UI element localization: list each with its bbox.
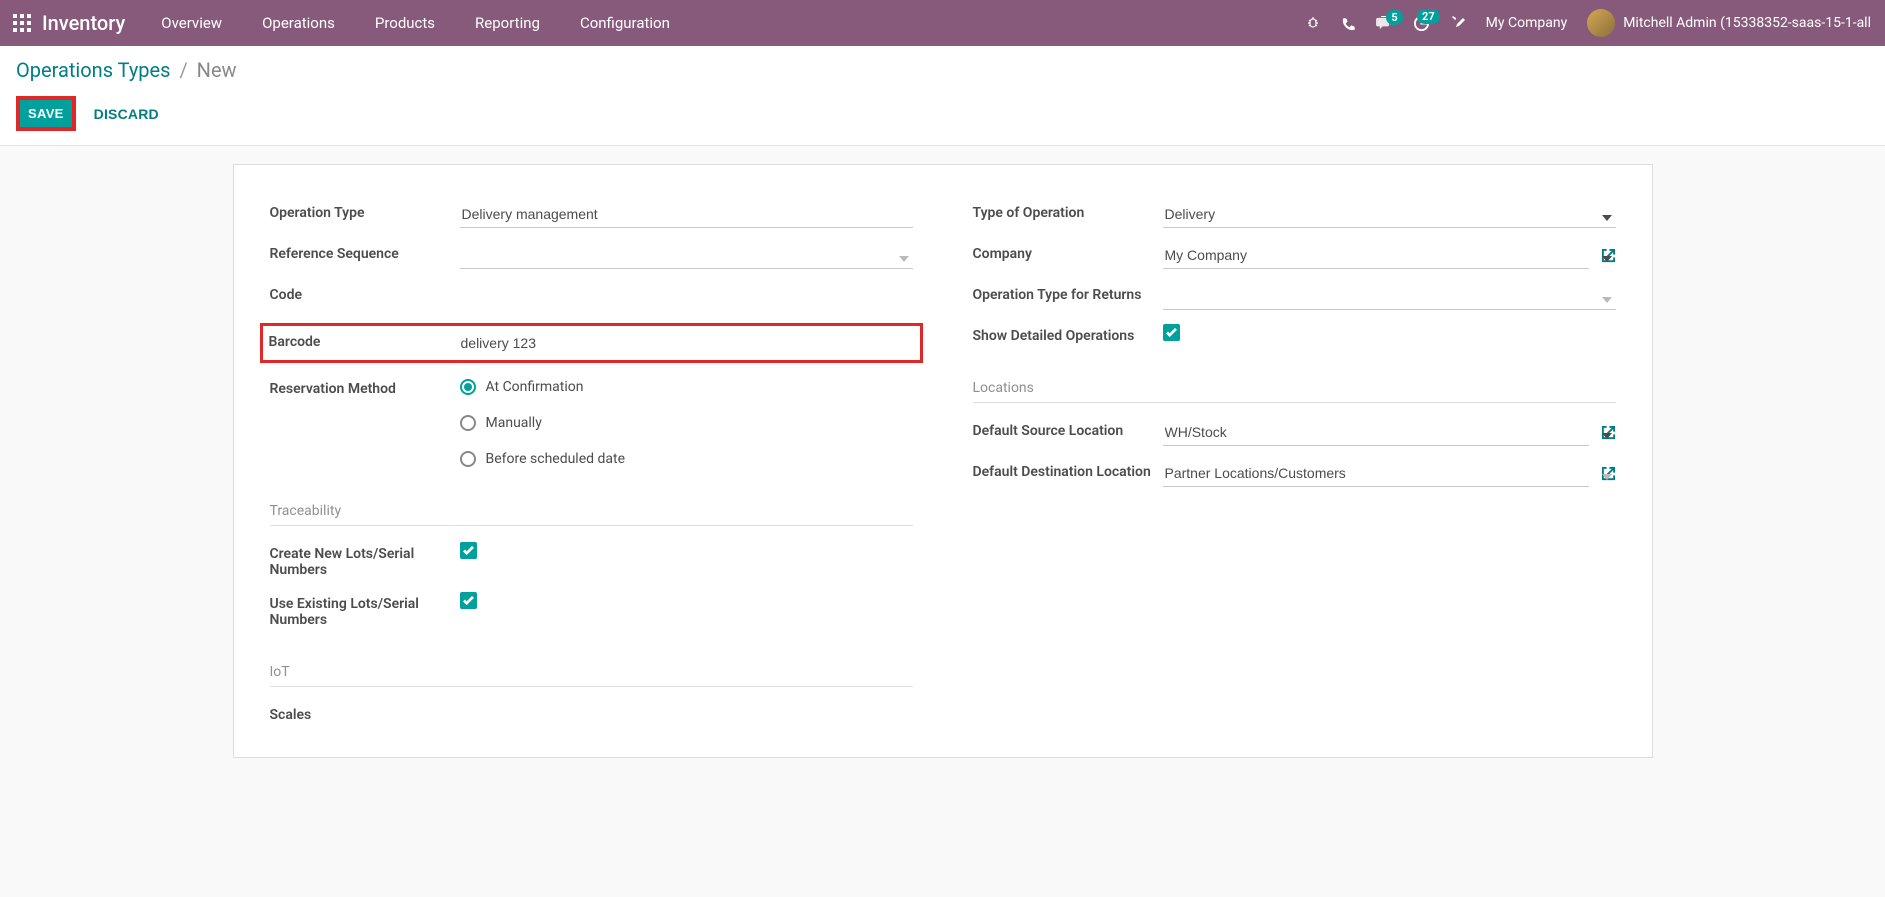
- checkbox-use-lots[interactable]: [460, 592, 477, 609]
- breadcrumb-sep: /: [179, 58, 187, 82]
- activities-badge: 27: [1417, 9, 1440, 24]
- nav-configuration[interactable]: Configuration: [562, 2, 688, 44]
- systray: 5 27 My Company Mitchell Admin (15338352…: [1305, 9, 1877, 37]
- user-name: Mitchell Admin (15338352-saas-15-1-all: [1623, 15, 1871, 31]
- input-barcode[interactable]: [459, 330, 914, 356]
- nav-reporting[interactable]: Reporting: [457, 2, 558, 44]
- form-sheet: Operation Type Reference Sequence Code: [233, 164, 1653, 758]
- select-default-source[interactable]: [1163, 419, 1589, 446]
- nav-overview[interactable]: Overview: [143, 2, 240, 44]
- form-right-column: Type of Operation Company Operati: [973, 201, 1616, 737]
- external-link-icon[interactable]: [1601, 425, 1616, 440]
- label-barcode: Barcode: [269, 330, 449, 350]
- apps-icon[interactable]: [8, 14, 36, 32]
- row-default-source: Default Source Location: [973, 419, 1616, 446]
- breadcrumb-current: New: [197, 58, 237, 82]
- row-type-of-operation: Type of Operation: [973, 201, 1616, 228]
- row-code: Code: [270, 283, 913, 309]
- cp-buttons: SAVE DISCARD: [16, 96, 1869, 131]
- label-create-lots: Create New Lots/Serial Numbers: [270, 542, 450, 578]
- row-barcode: Barcode: [260, 323, 923, 363]
- messages-icon[interactable]: 5: [1376, 16, 1393, 31]
- section-traceability: Traceability: [270, 503, 913, 526]
- select-company[interactable]: [1163, 242, 1589, 269]
- external-link-icon[interactable]: [1601, 248, 1616, 263]
- radio-circle-icon: [460, 451, 476, 467]
- label-code: Code: [270, 283, 450, 303]
- label-company: Company: [973, 242, 1153, 262]
- breadcrumb-link[interactable]: Operations Types: [16, 58, 170, 82]
- radio-label: Manually: [486, 415, 542, 431]
- radio-circle-icon: [460, 415, 476, 431]
- label-type-of-operation: Type of Operation: [973, 201, 1153, 221]
- control-panel: Operations Types / New SAVE DISCARD: [0, 46, 1885, 146]
- row-scales: Scales: [270, 703, 913, 723]
- section-locations: Locations: [973, 380, 1616, 403]
- label-default-source: Default Source Location: [973, 419, 1153, 439]
- radio-before-scheduled[interactable]: Before scheduled date: [460, 451, 913, 467]
- discard-button[interactable]: DISCARD: [94, 106, 159, 122]
- checkbox-create-lots[interactable]: [460, 542, 477, 559]
- row-show-detailed: Show Detailed Operations: [973, 324, 1616, 344]
- nav-menu: Overview Operations Products Reporting C…: [143, 2, 688, 44]
- app-brand[interactable]: Inventory: [36, 11, 143, 35]
- radio-label: At Confirmation: [486, 379, 584, 395]
- input-reference-sequence[interactable]: [460, 242, 913, 269]
- nav-operations[interactable]: Operations: [244, 2, 353, 44]
- tools-icon[interactable]: [1450, 15, 1466, 31]
- label-show-detailed: Show Detailed Operations: [973, 324, 1153, 344]
- label-use-lots: Use Existing Lots/Serial Numbers: [270, 592, 450, 628]
- row-op-type-returns: Operation Type for Returns: [973, 283, 1616, 310]
- label-scales: Scales: [270, 703, 450, 723]
- row-reservation-method: Reservation Method At Confirmation Manua…: [270, 377, 913, 467]
- form-left-column: Operation Type Reference Sequence Code: [270, 201, 913, 737]
- label-reservation-method: Reservation Method: [270, 377, 450, 397]
- row-default-dest: Default Destination Location: [973, 460, 1616, 487]
- radio-at-confirmation[interactable]: At Confirmation: [460, 379, 913, 395]
- input-code[interactable]: [460, 283, 913, 309]
- select-type-of-operation[interactable]: [1163, 201, 1616, 228]
- messages-badge: 5: [1386, 10, 1402, 25]
- phone-icon[interactable]: [1341, 16, 1356, 31]
- debug-icon[interactable]: [1305, 15, 1321, 31]
- external-link-icon[interactable]: [1601, 466, 1616, 481]
- label-reference-sequence: Reference Sequence: [270, 242, 450, 262]
- checkbox-show-detailed[interactable]: [1163, 324, 1180, 341]
- main-navbar: Inventory Overview Operations Products R…: [0, 0, 1885, 46]
- save-button[interactable]: SAVE: [16, 96, 76, 131]
- user-menu[interactable]: Mitchell Admin (15338352-saas-15-1-all: [1587, 9, 1871, 37]
- label-operation-type: Operation Type: [270, 201, 450, 221]
- row-operation-type: Operation Type: [270, 201, 913, 228]
- row-company: Company: [973, 242, 1616, 269]
- row-use-lots: Use Existing Lots/Serial Numbers: [270, 592, 913, 628]
- activities-icon[interactable]: 27: [1413, 15, 1430, 32]
- radio-manually[interactable]: Manually: [460, 415, 913, 431]
- section-iot: IoT: [270, 664, 913, 687]
- nav-products[interactable]: Products: [357, 2, 453, 44]
- input-operation-type[interactable]: [460, 201, 913, 228]
- radio-label: Before scheduled date: [486, 451, 626, 467]
- form-container: Operation Type Reference Sequence Code: [0, 146, 1885, 798]
- breadcrumb: Operations Types / New: [16, 58, 1869, 82]
- company-switcher[interactable]: My Company: [1486, 15, 1568, 31]
- radio-circle-icon: [460, 379, 476, 395]
- row-create-lots: Create New Lots/Serial Numbers: [270, 542, 913, 578]
- avatar: [1587, 9, 1615, 37]
- select-default-dest[interactable]: [1163, 460, 1589, 487]
- label-op-type-returns: Operation Type for Returns: [973, 283, 1153, 303]
- select-op-type-returns[interactable]: [1163, 283, 1616, 310]
- row-reference-sequence: Reference Sequence: [270, 242, 913, 269]
- label-default-dest: Default Destination Location: [973, 460, 1153, 480]
